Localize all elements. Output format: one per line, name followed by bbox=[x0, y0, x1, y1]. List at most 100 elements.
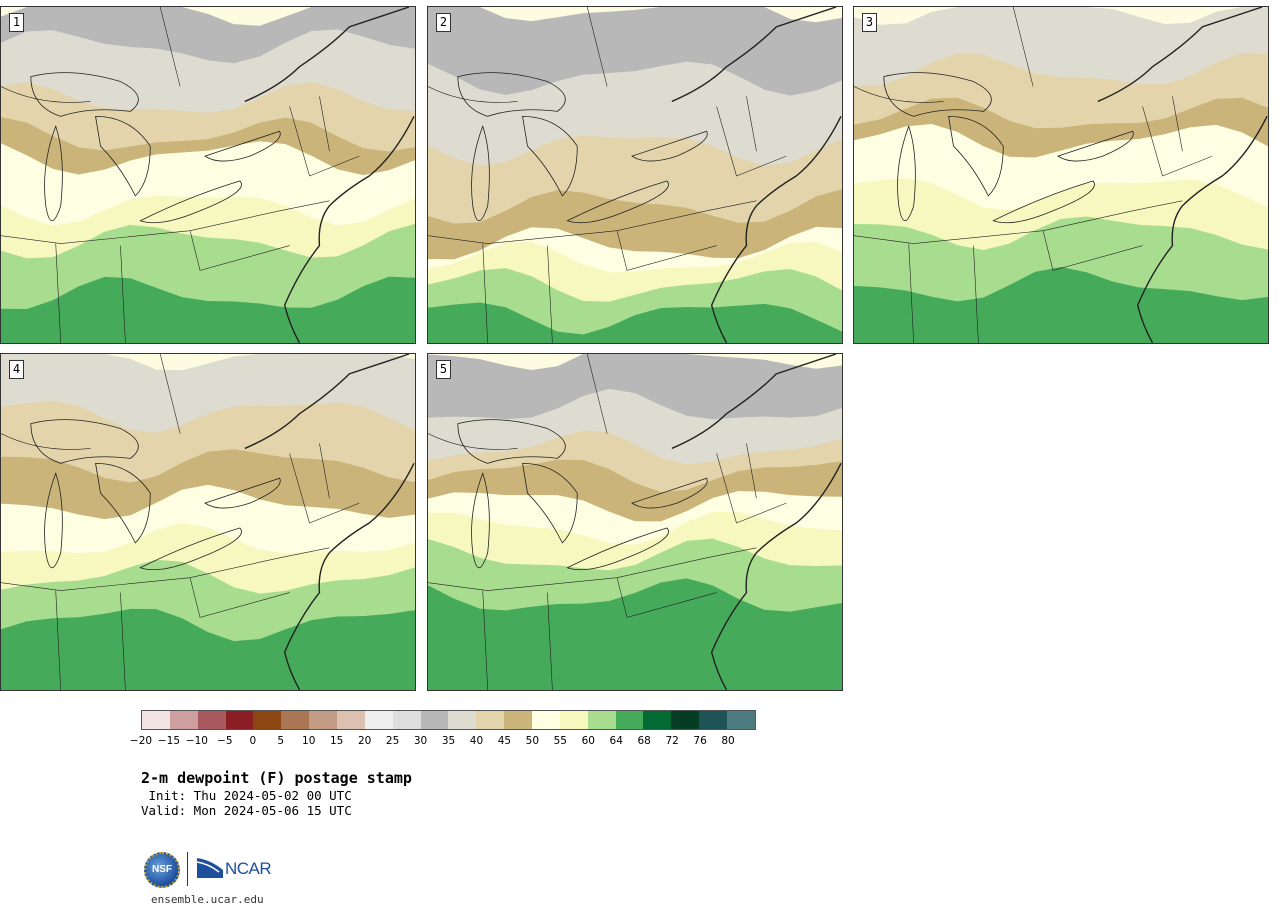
colorbar-tick-label: 68 bbox=[637, 735, 651, 747]
dewpoint-band bbox=[1, 276, 415, 343]
dewpoint-map bbox=[428, 354, 842, 690]
dewpoint-band bbox=[1, 608, 415, 690]
border-line bbox=[120, 592, 126, 690]
colorbar-tick-label: 20 bbox=[357, 735, 372, 747]
lake-outline bbox=[471, 472, 490, 569]
border-line bbox=[716, 453, 787, 524]
border-line bbox=[189, 577, 290, 618]
colorbar-swatch bbox=[420, 711, 449, 729]
border-line bbox=[244, 7, 410, 103]
border-line bbox=[283, 463, 415, 690]
border-line bbox=[586, 354, 608, 434]
border-line bbox=[1012, 7, 1034, 87]
colorbar-tick-label: 10 bbox=[302, 735, 316, 747]
border-line bbox=[1, 86, 91, 103]
colorbar-swatch bbox=[504, 711, 533, 729]
colorbar-swatch bbox=[671, 711, 700, 729]
colorbar-swatch bbox=[253, 711, 282, 729]
border-line bbox=[55, 590, 62, 690]
border-line bbox=[586, 7, 608, 87]
lake-outline bbox=[1057, 130, 1134, 162]
valid-time: Valid: Mon 2024-05-06 15 UTC bbox=[141, 803, 352, 818]
colorbar-swatch bbox=[364, 711, 393, 729]
border-line bbox=[120, 245, 126, 343]
border-line bbox=[1, 433, 91, 450]
colorbar-tick-label: 35 bbox=[441, 735, 456, 747]
border-line bbox=[319, 96, 330, 152]
colorbar-tick-label: 76 bbox=[693, 735, 707, 747]
lake-outline bbox=[204, 130, 281, 162]
lake-outline bbox=[992, 180, 1095, 224]
lake-outline bbox=[457, 419, 566, 464]
border-line bbox=[1142, 106, 1213, 177]
border-line bbox=[616, 577, 717, 618]
border-line bbox=[1172, 96, 1183, 152]
colorbar-swatch bbox=[532, 711, 560, 729]
border-line bbox=[189, 230, 290, 271]
border-line bbox=[1042, 230, 1143, 271]
border-line bbox=[746, 96, 757, 152]
ncar-mark-icon bbox=[197, 858, 223, 878]
border-line bbox=[289, 106, 360, 177]
lake-outline bbox=[95, 115, 151, 197]
border-line bbox=[289, 453, 360, 524]
lake-outline bbox=[566, 180, 669, 224]
colorbar-tick-label: 60 bbox=[581, 735, 595, 747]
colorbar bbox=[141, 710, 756, 730]
init-time: Init: Thu 2024-05-02 00 UTC bbox=[141, 788, 352, 803]
map-panel-4: 4 bbox=[0, 353, 416, 691]
ncar-logo-text: NCAR bbox=[225, 859, 272, 878]
panel-number: 5 bbox=[436, 360, 451, 379]
map-panel-5: 5 bbox=[427, 353, 843, 691]
chart-title: 2-m dewpoint (F) postage stamp bbox=[141, 769, 412, 787]
lake-outline bbox=[44, 472, 63, 569]
colorbar-swatch bbox=[197, 711, 226, 729]
dewpoint-map bbox=[1, 354, 415, 690]
border-line bbox=[159, 354, 181, 434]
border-line bbox=[547, 245, 553, 343]
lake-outline bbox=[522, 462, 578, 544]
map-panel-3: 3 bbox=[853, 6, 1269, 344]
colorbar-tick-label: 15 bbox=[329, 735, 344, 747]
logos: NSF NCAR bbox=[144, 850, 284, 894]
border-line bbox=[428, 86, 518, 103]
dewpoint-map bbox=[428, 7, 842, 343]
border-line bbox=[746, 443, 757, 499]
colorbar-swatch bbox=[169, 711, 198, 729]
colorbar-tick-label: 30 bbox=[413, 735, 428, 747]
dewpoint-band bbox=[428, 302, 842, 343]
dewpoint-map bbox=[1, 7, 415, 343]
colorbar-swatch bbox=[476, 711, 505, 729]
colorbar-ticks: −20 −15 −10 −5 0 5 10 15 20 25 30 35 40 45 50 55 60 64 68 7… bbox=[0, 735, 1280, 749]
lake-outline bbox=[948, 115, 1004, 197]
colorbar-swatch bbox=[615, 711, 644, 729]
colorbar-swatch bbox=[309, 711, 338, 729]
colorbar-tick-label: 64 bbox=[609, 735, 623, 747]
lake-outline bbox=[95, 462, 151, 544]
colorbar-tick-label: 25 bbox=[385, 735, 400, 747]
border-line bbox=[710, 463, 842, 690]
colorbar-tick-label: 72 bbox=[665, 735, 679, 747]
panel-number: 1 bbox=[9, 13, 24, 32]
lake-outline bbox=[204, 477, 281, 509]
colorbar-swatch bbox=[392, 711, 421, 729]
lake-outline bbox=[457, 72, 566, 117]
colorbar-swatch bbox=[225, 711, 254, 729]
lake-outline bbox=[30, 419, 139, 464]
border-line bbox=[319, 443, 330, 499]
lake-outline bbox=[44, 125, 63, 222]
colorbar-tick-label: 55 bbox=[553, 735, 567, 747]
border-line bbox=[547, 592, 553, 690]
map-panel-1: 1 bbox=[0, 6, 416, 344]
colorbar-swatch bbox=[727, 711, 755, 729]
lake-outline bbox=[522, 115, 578, 197]
lake-outline bbox=[883, 72, 992, 117]
border-line bbox=[428, 433, 518, 450]
panel-number: 2 bbox=[436, 13, 451, 32]
colorbar-tick-label: −10 bbox=[185, 735, 208, 747]
map-panel-2: 2 bbox=[427, 6, 843, 344]
lake-outline bbox=[30, 72, 139, 117]
border-line bbox=[244, 354, 410, 450]
border-line bbox=[854, 86, 944, 103]
border-line bbox=[482, 243, 489, 343]
